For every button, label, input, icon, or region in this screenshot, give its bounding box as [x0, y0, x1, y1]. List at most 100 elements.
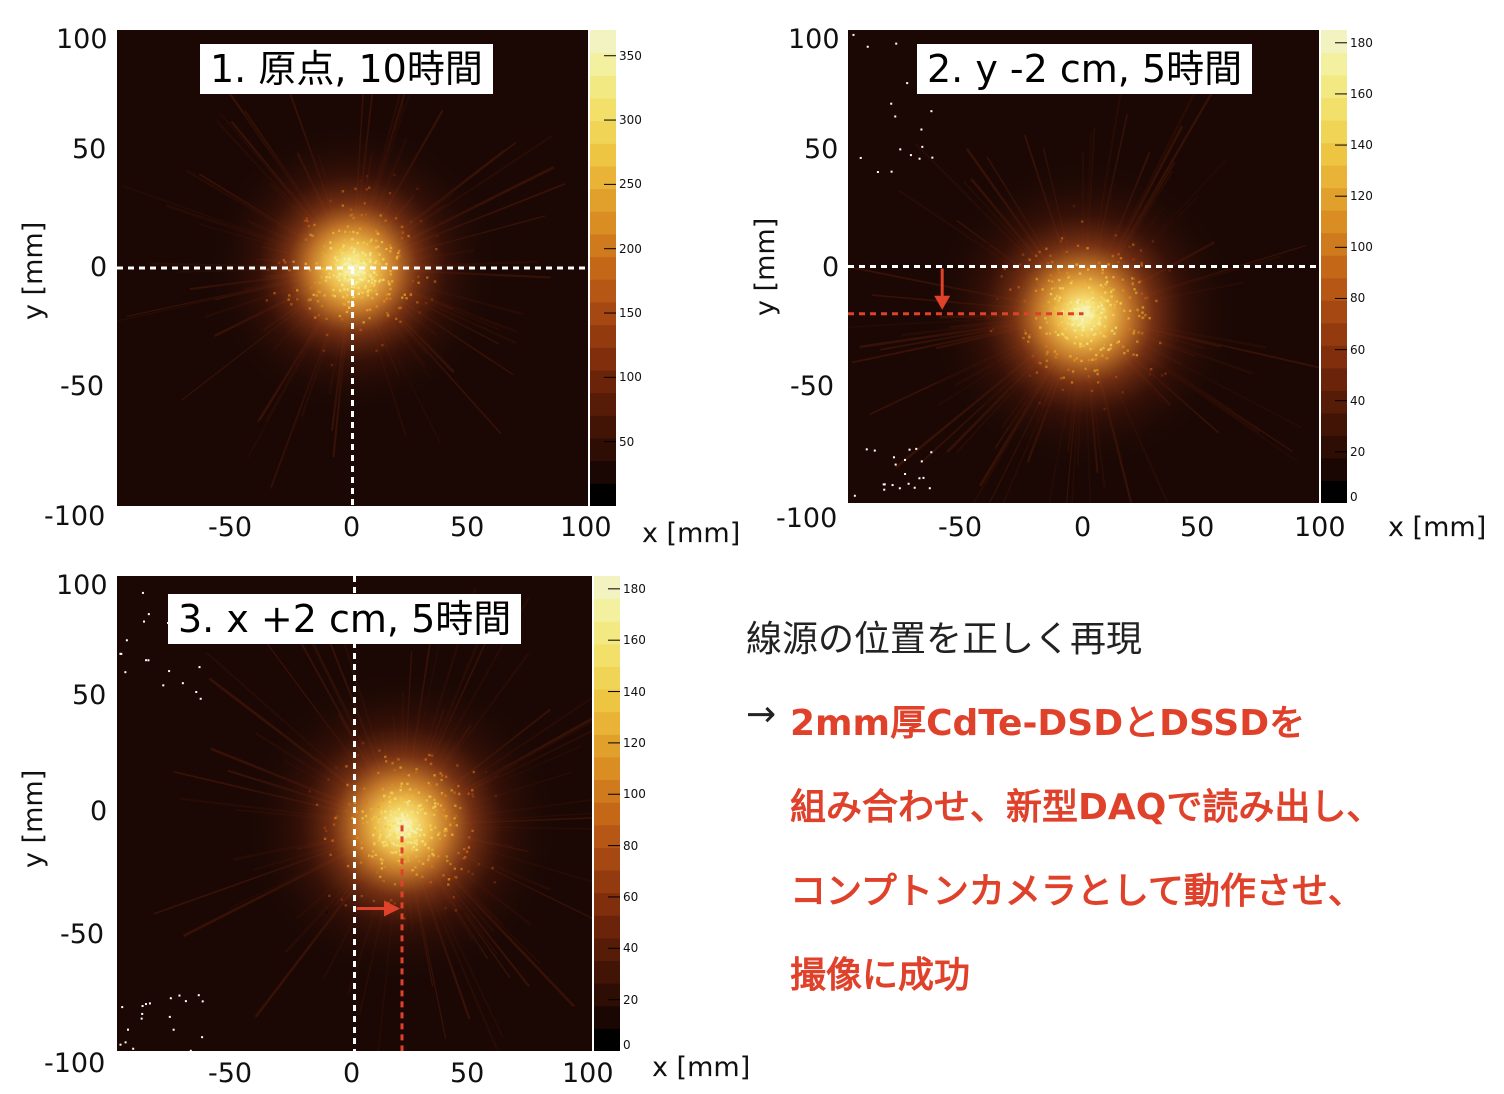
plot-2-title: 2. y -2 cm, 5時間 — [917, 44, 1253, 94]
colorbar-tick-label: 160 — [1350, 86, 1373, 101]
colorbar-segment — [590, 438, 616, 462]
x-axis-title: x [mm] — [642, 518, 741, 549]
colorbar-segment — [1321, 457, 1347, 481]
y-tick-label: 0 — [90, 796, 108, 827]
plot-1-title: 1. 原点, 10時間 — [200, 44, 493, 94]
colorbar-svg — [590, 30, 616, 506]
colorbar-1: 350 300 250 200 150 100 50 — [590, 30, 642, 506]
colorbar-segment — [594, 756, 620, 781]
colorbar-tick-label: 40 — [1350, 393, 1366, 408]
y-tick-label: 100 — [788, 24, 840, 55]
colorbar-segment — [594, 937, 620, 962]
colorbar-segment — [594, 711, 620, 735]
colorbar-segment — [1321, 165, 1347, 189]
x-tick-label: -50 — [208, 1058, 253, 1089]
colorbar-tick-label: 100 — [1350, 240, 1373, 255]
colorbar-tick-label: 150 — [619, 306, 642, 321]
colorbar-segment — [1321, 97, 1347, 121]
colorbar-tick-label: 120 — [623, 735, 646, 750]
colorbar-segment — [1321, 300, 1347, 324]
colorbar-segment — [1321, 480, 1347, 503]
colorbar-tick-label: 60 — [1350, 342, 1366, 357]
result-line-1: 2mm厚CdTe-DSDとDSSDを — [790, 703, 1306, 744]
colorbar-segment — [1321, 210, 1347, 234]
result-line-2: 組み合わせ、新型DAQで読み出し、 — [790, 787, 1383, 828]
colorbar-segment — [590, 460, 616, 484]
colorbar-tick-label: 120 — [1350, 189, 1373, 204]
y-tick-label: -100 — [776, 503, 838, 534]
colorbar-segment — [594, 666, 620, 690]
x-tick-label: 0 — [343, 1058, 361, 1089]
colorbar-segment — [594, 734, 620, 758]
x-tick-label: 50 — [450, 1058, 485, 1089]
result-line-4: 撮像に成功 — [790, 955, 971, 996]
colorbar-segment — [590, 483, 616, 506]
colorbar-tick-label: 80 — [1350, 291, 1366, 306]
colorbar-segment — [590, 143, 616, 167]
colorbar-3: 180 160 140 120 100 80 60 40 20 0 — [594, 576, 646, 1051]
heatmap-svg — [848, 30, 1319, 503]
y-axis-title: y [mm] — [750, 217, 781, 316]
colorbar-segment — [590, 256, 616, 280]
colorbar-tick-label: 100 — [619, 370, 642, 385]
heatmap-svg — [117, 576, 592, 1051]
colorbar-segment — [594, 1005, 620, 1029]
result-line-3: コンプトンカメラとして動作させ、 — [790, 871, 1364, 912]
colorbar-segment — [1321, 255, 1347, 279]
colorbar-segment — [1321, 142, 1347, 166]
colorbar-segment — [1321, 390, 1347, 414]
colorbar-segment — [594, 779, 620, 803]
y-axis-title: y [mm] — [18, 769, 49, 868]
y-tick-label: 100 — [56, 24, 108, 55]
colorbar-tick-label: 40 — [623, 941, 639, 956]
colorbar-tick-label: 50 — [619, 434, 635, 449]
shift-arrow-head — [384, 900, 400, 917]
heatmap-plot-1 — [117, 30, 588, 506]
y-tick-label: 50 — [72, 134, 107, 165]
colorbar-tick-label: 300 — [619, 113, 642, 128]
colorbar-segment — [594, 1028, 620, 1051]
x-tick-label: 100 — [560, 512, 612, 543]
y-tick-label: 0 — [822, 252, 840, 283]
x-tick-label: 0 — [343, 512, 361, 543]
x-tick-label: 50 — [450, 512, 485, 543]
y-tick-label: 100 — [56, 570, 108, 601]
count-speckles — [986, 204, 1171, 411]
colorbar-segment — [594, 870, 620, 894]
colorbar-segment — [1321, 277, 1347, 301]
colorbar-segment — [594, 915, 620, 939]
colorbar-segment — [1321, 75, 1347, 99]
colorbar-tick-label: 20 — [1350, 444, 1366, 459]
x-tick-label: 100 — [1294, 512, 1346, 543]
colorbar-svg — [1321, 30, 1347, 503]
heatmap-svg — [117, 30, 588, 506]
colorbar-tick-label: 20 — [623, 992, 639, 1007]
colorbar-tick-label: 180 — [623, 581, 646, 596]
colorbar-tick-label: 140 — [623, 684, 646, 699]
arrow-prefix: → — [746, 694, 777, 735]
colorbar-segment — [590, 120, 616, 144]
y-tick-label: -50 — [60, 371, 105, 402]
statement-text: 線源の位置を正しく再現 — [746, 619, 1143, 660]
colorbar-segment — [594, 960, 620, 984]
colorbar-svg — [594, 576, 620, 1051]
colorbar-segment — [590, 279, 616, 303]
colorbar-segment — [1321, 30, 1347, 54]
x-tick-label: 0 — [1074, 512, 1092, 543]
colorbar-tick-label: 0 — [623, 1038, 631, 1052]
colorbar-segment — [590, 75, 616, 99]
heatmap-plot-2 — [848, 30, 1319, 503]
colorbar-segment — [590, 392, 616, 416]
colorbar-tick-label: 350 — [619, 48, 642, 63]
colorbar-2: 180 160 140 120 100 80 60 40 20 0 — [1321, 30, 1373, 503]
x-tick-label: -50 — [938, 512, 983, 543]
colorbar-tick-label: 80 — [623, 838, 639, 853]
colorbar-tick-label: 140 — [1350, 138, 1373, 153]
colorbar-segment — [590, 370, 616, 394]
colorbar-segment — [590, 30, 616, 54]
colorbar-segment — [590, 211, 616, 235]
heatmap-plot-3 — [117, 576, 592, 1051]
y-tick-label: -100 — [44, 501, 106, 532]
colorbar-segment — [594, 621, 620, 645]
colorbar-segment — [590, 302, 616, 326]
